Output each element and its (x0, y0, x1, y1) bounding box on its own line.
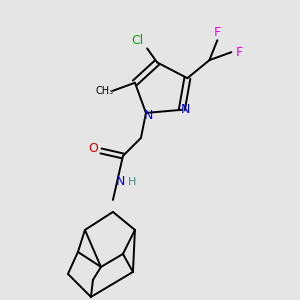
Text: N: N (181, 103, 190, 116)
Text: F: F (214, 26, 221, 39)
Text: Cl: Cl (131, 34, 143, 47)
Text: N: N (143, 110, 153, 122)
Text: N: N (115, 176, 124, 188)
Text: F: F (236, 46, 243, 59)
Text: O: O (88, 142, 98, 155)
Text: CH₃: CH₃ (96, 86, 114, 96)
Text: H: H (128, 177, 136, 187)
